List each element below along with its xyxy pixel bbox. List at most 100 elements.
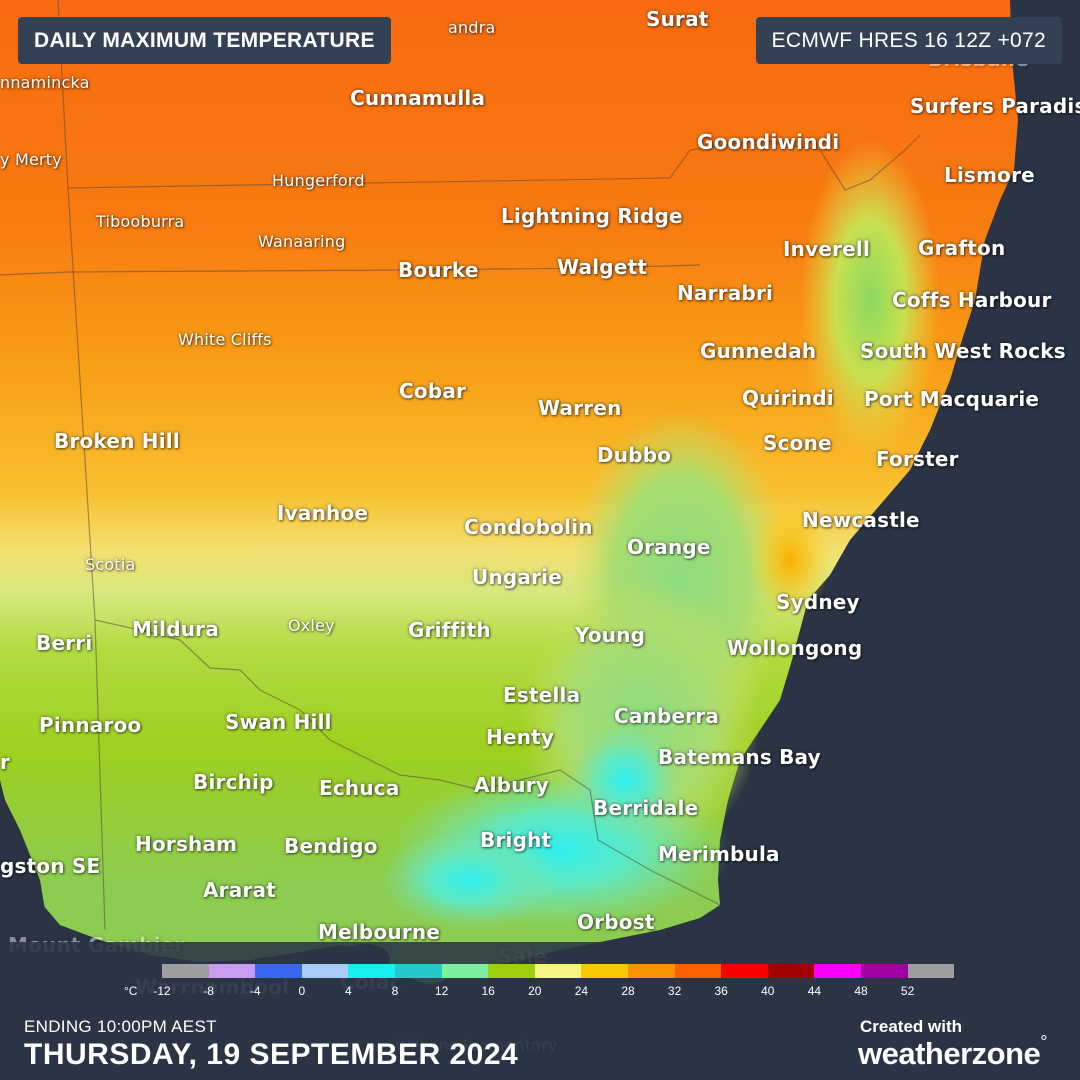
city-label-henty: Henty [486, 725, 555, 749]
legend-tick-label: 48 [854, 984, 868, 998]
map-title: DAILY MAXIMUM TEMPERATURE [18, 17, 391, 64]
city-label-cunnamulla: Cunnamulla [350, 86, 486, 110]
city-label-sydney: Sydney [776, 590, 860, 614]
city-label-pinnaroo: Pinnaroo [39, 713, 142, 737]
model-run-label: ECMWF HRES 16 12Z +072 [755, 17, 1062, 64]
city-label-walgett: Walgett [557, 255, 648, 279]
legend-tick-label: 4 [345, 984, 352, 998]
legend-ticks: -12 -8 -4 0 4 8 12 16 20 24 28 32 36 40 44 48 52 [120, 984, 1000, 1000]
city-label-lightning-ridge: Lightning Ridge [501, 204, 683, 228]
city-label-condobolin: Condobolin [464, 515, 593, 539]
legend-tick-label: 20 [528, 984, 542, 998]
city-label-berridale: Berridale [593, 796, 699, 820]
city-label-scotia: Scotia [85, 555, 136, 574]
city-label-estella: Estella [503, 683, 581, 707]
city-label-merimbula: Merimbula [658, 842, 780, 866]
legend-tick-label: 52 [900, 984, 915, 998]
legend-tick-label: 28 [621, 984, 635, 998]
city-label-ungarie: Ungarie [472, 565, 562, 589]
city-label-ivanhoe: Ivanhoe [277, 501, 369, 525]
city-label-broken-hill: Broken Hill [54, 429, 180, 453]
city-label-andra: andra [448, 18, 496, 37]
city-label-echuca: Echuca [319, 776, 400, 800]
legend-swatch [255, 964, 302, 978]
legend-tick-label: 24 [574, 984, 589, 998]
brand-part-a: weather [858, 1036, 972, 1071]
city-label-mildura: Mildura [132, 617, 219, 641]
brand-part-b: zone [971, 1036, 1041, 1071]
city-label-nnamincka: nnamincka [0, 73, 90, 92]
city-label-ararat: Ararat [203, 878, 276, 902]
city-label-bendigo: Bendigo [284, 834, 378, 858]
city-label-gunnedah: Gunnedah [700, 339, 817, 363]
city-label-young: Young [575, 623, 646, 647]
legend-tick-label: -4 [249, 984, 261, 998]
city-label-scone: Scone [763, 431, 832, 455]
city-label-coffs-harbour: Coffs Harbour [892, 288, 1052, 312]
city-label-y-merty: y Merty [0, 150, 62, 169]
city-label-dubbo: Dubbo [597, 443, 672, 467]
city-label-south-west-rocks: South West Rocks [860, 339, 1066, 363]
city-label-inverell: Inverell [783, 237, 871, 261]
created-with-label: Created with [860, 1017, 963, 1036]
legend-unit: °C [124, 984, 138, 998]
city-label-narrabri: Narrabri [677, 281, 774, 305]
legend-tick-label: 8 [391, 984, 399, 998]
legend-tick-label: 32 [667, 984, 682, 998]
city-label-gston-se: gston SE [0, 854, 101, 878]
city-label-batemans-bay: Batemans Bay [658, 745, 821, 769]
city-label-bright: Bright [480, 828, 552, 852]
city-label-surat: Surat [646, 7, 709, 31]
legend-swatch [721, 964, 768, 978]
city-label-lismore: Lismore [944, 163, 1035, 187]
legend-swatch [627, 964, 675, 978]
city-label-surfers-paradise: Surfers Paradise [910, 94, 1080, 118]
ending-time: ENDING 10:00PM AEST [24, 1017, 217, 1036]
forecast-date: THURSDAY, 19 SEPTEMBER 2024 [24, 1038, 519, 1071]
city-label-swan-hill: Swan Hill [225, 710, 332, 734]
city-label-tibooburra: Tibooburra [96, 212, 185, 231]
legend-swatch [441, 964, 489, 978]
brand-mark: ° [1040, 1032, 1047, 1052]
legend-tick-label: -12 [153, 984, 171, 998]
legend-swatch [488, 964, 535, 978]
legend-tick-label: 0 [298, 984, 306, 998]
city-label-canberra: Canberra [614, 704, 720, 728]
legend-swatch [162, 964, 209, 978]
city-label-port-macquarie: Port Macquarie [864, 387, 1040, 411]
legend-tick-label: 44 [807, 984, 822, 998]
city-label-white-cliffs: White Cliffs [178, 330, 272, 349]
legend-swatch [860, 964, 908, 978]
city-label-orbost: Orbost [577, 910, 655, 934]
legend-swatch [534, 964, 582, 978]
city-label-cobar: Cobar [399, 379, 467, 403]
weatherzone-logo[interactable]: weatherzone° [858, 1032, 1047, 1072]
city-label-goondiwindi: Goondiwindi [697, 130, 840, 154]
legend-swatch [208, 964, 256, 978]
legend-tick-label: 16 [481, 984, 495, 998]
city-label-oxley: Oxley [288, 616, 335, 635]
city-label-berri: Berri [36, 631, 93, 655]
city-label-hungerford: Hungerford [272, 171, 365, 190]
city-label-wollongong: Wollongong [727, 636, 863, 660]
legend-swatch [394, 964, 442, 978]
legend-swatch [767, 964, 815, 978]
legend-swatch [348, 964, 395, 978]
city-label-newcastle: Newcastle [802, 508, 920, 532]
legend-swatch [907, 964, 955, 978]
legend-tick-label: 36 [714, 984, 728, 998]
city-label-orange: Orange [627, 535, 711, 559]
city-label-birchip: Birchip [193, 770, 274, 794]
city-label-griffith: Griffith [408, 618, 491, 642]
city-label-grafton: Grafton [918, 236, 1006, 260]
legend-tick-label: -8 [203, 984, 214, 998]
city-label-wanaaring: Wanaaring [258, 232, 346, 251]
legend-swatch [674, 964, 722, 978]
city-label-warren: Warren [538, 396, 622, 420]
legend-swatch [301, 964, 349, 978]
city-label-melbourne: Melbourne [318, 920, 441, 944]
city-label-forster: Forster [876, 447, 959, 471]
legend-tick-label: 12 [434, 984, 449, 998]
